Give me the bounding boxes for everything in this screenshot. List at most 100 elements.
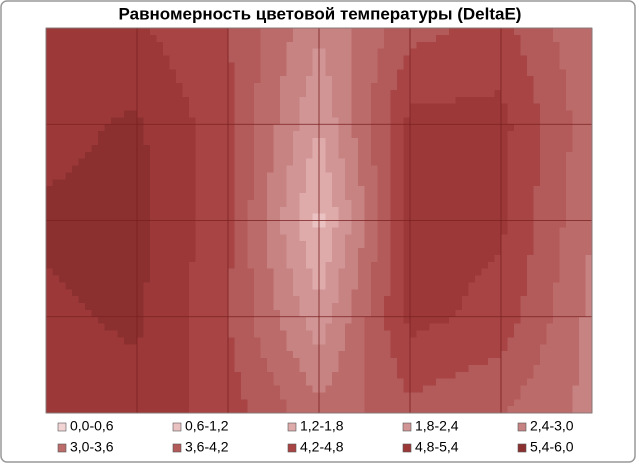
contour-patch — [260, 275, 268, 283]
contour-patch — [299, 76, 307, 84]
contour-patch — [371, 206, 379, 215]
contour-patch — [436, 117, 444, 125]
contour-patch — [390, 199, 398, 208]
contour-patch — [410, 358, 418, 366]
contour-patch — [254, 96, 262, 105]
contour-patch — [72, 83, 80, 91]
contour-patch — [520, 62, 528, 70]
contour-patch — [553, 103, 561, 112]
contour-patch — [377, 151, 385, 160]
contour-patch — [390, 248, 398, 256]
contour-patch — [150, 151, 158, 160]
contour-patch — [449, 213, 457, 222]
contour-patch — [202, 213, 210, 222]
contour-patch — [241, 392, 249, 400]
contour-patch — [260, 261, 268, 270]
contour-patch — [533, 241, 541, 249]
contour-patch — [527, 34, 535, 43]
contour-patch — [130, 28, 138, 36]
contour-patch — [221, 241, 229, 249]
contour-patch — [449, 378, 457, 387]
contour-patch — [189, 364, 197, 373]
contour-patch — [286, 41, 294, 50]
contour-patch — [156, 227, 164, 235]
contour-patch — [377, 165, 385, 173]
contour-patch — [124, 199, 132, 208]
contour-patch — [208, 55, 216, 63]
contour-patch — [59, 151, 67, 160]
contour-patch — [319, 199, 327, 208]
contour-patch — [533, 186, 541, 194]
contour-patch — [137, 117, 145, 125]
contour-patch — [286, 110, 294, 118]
contour-cell — [501, 316, 593, 414]
contour-patch — [189, 89, 197, 98]
contour-patch — [228, 213, 236, 222]
contour-patch — [390, 158, 398, 167]
contour-patch — [124, 378, 132, 387]
contour-patch — [449, 344, 457, 352]
contour-patch — [462, 34, 470, 43]
contour-patch — [228, 110, 236, 118]
contour-patch — [189, 124, 197, 132]
contour-patch — [98, 392, 106, 400]
legend-label: 0,6-1,2 — [185, 418, 229, 434]
contour-patch — [371, 261, 379, 270]
contour-patch — [416, 330, 424, 338]
contour-patch — [397, 399, 405, 407]
contour-patch — [390, 303, 398, 311]
contour-patch — [228, 83, 236, 91]
contour-patch — [559, 48, 567, 57]
contour-patch — [494, 179, 502, 187]
contour-patch — [520, 96, 528, 105]
contour-patch — [345, 254, 353, 263]
contour-patch — [390, 41, 398, 50]
legend-label: 2,4-3,0 — [530, 418, 574, 434]
contour-patch — [468, 282, 476, 290]
contour-patch — [293, 227, 301, 235]
contour-patch — [436, 406, 444, 414]
contour-patch — [182, 406, 190, 414]
contour-patch — [319, 117, 327, 125]
contour-patch — [514, 241, 522, 249]
contour-patch — [59, 234, 67, 242]
contour-patch — [358, 268, 366, 277]
contour-patch — [293, 303, 301, 311]
contour-patch — [91, 117, 99, 125]
contour-patch — [85, 158, 93, 167]
contour-patch — [254, 41, 262, 50]
contour-patch — [455, 378, 463, 387]
contour-patch — [176, 186, 184, 194]
contour-patch — [579, 358, 587, 366]
contour-patch — [540, 316, 548, 325]
contour-patch — [306, 117, 314, 125]
contour-patch — [429, 69, 437, 77]
contour-patch — [442, 392, 450, 400]
contour-patch — [546, 289, 554, 297]
contour-patch — [195, 234, 203, 242]
contour-patch — [332, 261, 340, 270]
contour-patch — [124, 96, 132, 105]
contour-patch — [585, 227, 593, 235]
contour-patch — [566, 151, 574, 160]
contour-patch — [540, 83, 548, 91]
contour-patch — [241, 55, 249, 63]
contour-patch — [267, 76, 275, 84]
contour-patch — [59, 117, 67, 125]
contour-patch — [345, 261, 353, 270]
contour-patch — [104, 351, 112, 359]
contour-patch — [299, 227, 307, 235]
contour-patch — [468, 303, 476, 311]
contour-patch — [358, 131, 366, 139]
contour-patch — [46, 330, 54, 338]
contour-patch — [371, 254, 379, 263]
contour-patch — [260, 309, 268, 318]
contour-patch — [156, 282, 164, 290]
contour-patch — [299, 165, 307, 173]
contour-patch — [384, 303, 392, 311]
contour-patch — [143, 303, 151, 311]
contour-patch — [72, 41, 80, 50]
contour-patch — [111, 69, 119, 77]
contour-patch — [59, 241, 67, 249]
contour-patch — [585, 364, 593, 373]
